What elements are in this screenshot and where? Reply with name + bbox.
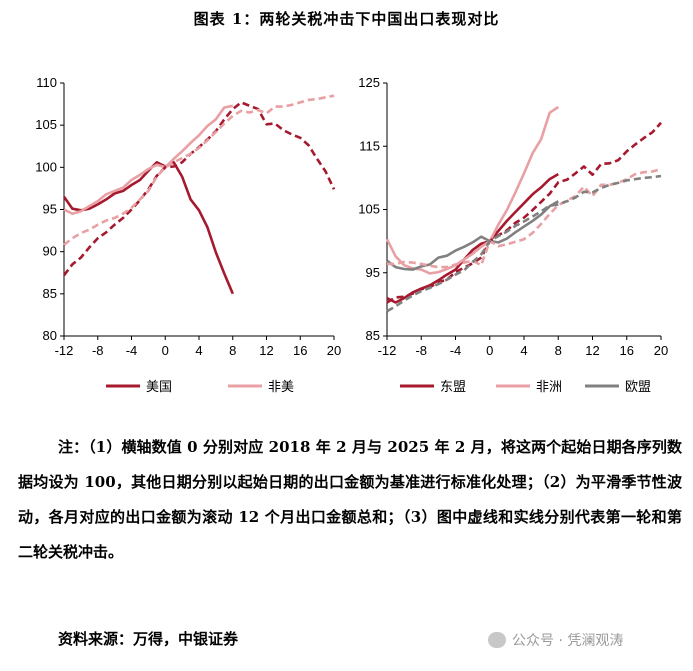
wechat-icon	[488, 632, 506, 648]
chart1-legend-label-2: 欧盟	[625, 380, 651, 395]
watermark-text: 公众号 · 凭澜观涛	[512, 633, 624, 649]
data-source: 资料来源：万得，中银证券	[58, 630, 239, 648]
chart0-y-tick-label: 105	[35, 117, 57, 132]
chart1-x-tick-label: -8	[415, 343, 427, 358]
chart0-x-tick-label: 16	[293, 343, 307, 358]
chart1-x-tick-label: 8	[555, 343, 562, 358]
chart0-x-tick-label: -12	[55, 343, 74, 358]
chart1-series-3-dashed-line	[386, 121, 662, 304]
chart0-y-tick-label: 85	[43, 286, 57, 301]
chart0-y-tick-label: 110	[36, 75, 57, 90]
chart1-x-tick-label: -4	[450, 343, 462, 358]
chart1-y-tick-label: 125	[358, 75, 380, 90]
chart1-y-tick-label: 115	[359, 138, 380, 153]
chart1-y-tick-label: 85	[366, 328, 380, 343]
chart1-y-tick-label: 95	[366, 265, 380, 280]
chart1-legend-label-1: 非洲	[536, 380, 562, 395]
chart1-x-tick-label: 20	[654, 343, 668, 358]
chart1-legend-label-0: 东盟	[440, 380, 466, 395]
chart1-x-tick-label: 12	[585, 343, 599, 358]
figure-note: 注：（1）横轴数值 0 分别对应 2018 年 2 月与 2025 年 2 月，…	[18, 438, 682, 561]
chart1-x-tick-label: 16	[620, 343, 634, 358]
chart0-y-tick-label: 100	[35, 159, 57, 174]
chart0-y-tick-label: 90	[43, 244, 57, 259]
watermark: 公众号 · 凭澜观涛	[488, 630, 623, 650]
chart0-series-0-solid-line	[62, 161, 234, 295]
chart1-series-5-dashed-line	[386, 174, 662, 313]
chart0-legend-label-1: 非美	[268, 380, 294, 395]
chart0-x-tick-label: 4	[195, 343, 202, 358]
chart0-x-tick-label: -4	[126, 343, 138, 358]
chart0-legend-label-0: 美国	[146, 380, 172, 395]
chart0-x-tick-label: 12	[259, 343, 273, 358]
chart1-x-tick-label: -12	[378, 343, 397, 358]
chart0-series-2-dashed-line	[62, 101, 336, 277]
chart1-x-tick-label: 4	[520, 343, 527, 358]
chart1-x-tick-label: 0	[486, 343, 493, 358]
chart0-x-tick-label: -8	[92, 343, 104, 358]
chart0-series-1-solid-line	[63, 104, 234, 215]
chart0-y-tick-label: 95	[43, 202, 57, 217]
chart0-series-3-dashed-line	[63, 94, 335, 246]
figure-title: 图表 1：两轮关税冲击下中国出口表现对比	[193, 10, 500, 28]
chart0-x-tick-label: 8	[229, 343, 236, 358]
chart1-series-0-solid-line	[386, 172, 559, 304]
chart1-series-2-solid-line	[386, 200, 559, 271]
chart0-x-tick-label: 20	[327, 343, 341, 358]
chart1-y-tick-label: 105	[358, 202, 380, 217]
chart0-y-tick-label: 80	[43, 328, 57, 343]
chart0-x-tick-label: 0	[162, 343, 169, 358]
